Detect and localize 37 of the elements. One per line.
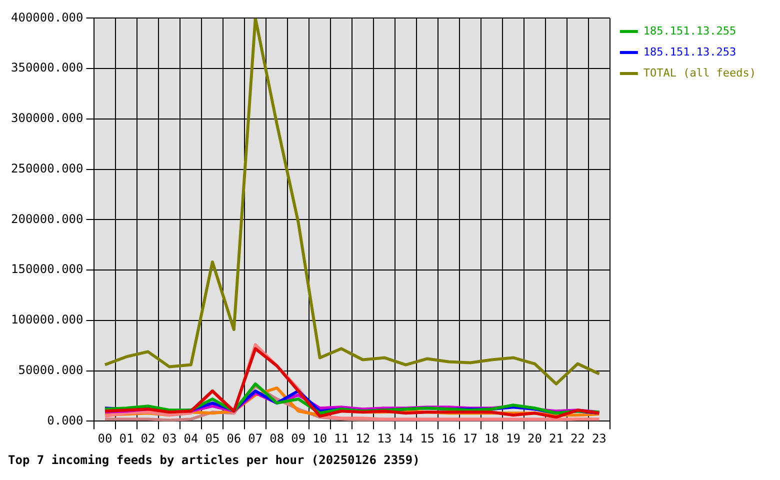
x-tick-label: 03 [162, 432, 177, 446]
x-tick-label: 18 [484, 432, 499, 446]
legend-label: TOTAL (all feeds) [643, 66, 756, 80]
y-tick-label: 50000.000 [18, 362, 84, 377]
legend-label: 185.151.13.255 [643, 24, 736, 38]
x-tick-label: 17 [463, 432, 478, 446]
x-tick-label: 19 [506, 432, 520, 446]
y-tick-label: 400000.000 [10, 10, 84, 24]
x-tick-label: 02 [140, 432, 156, 446]
x-tick-label: 20 [527, 432, 542, 446]
y-tick-label: 350000.000 [10, 60, 84, 75]
x-tick-label: 11 [334, 432, 349, 446]
y-tick-label: 100000.000 [10, 312, 84, 327]
y-tick-label: 300000.000 [10, 111, 84, 126]
text: Top 7 incoming feeds by articles per hour (20250126 2359) [8, 452, 420, 467]
x-tick-label: 08 [270, 432, 284, 446]
x-tick-label: 14 [398, 432, 414, 446]
x-tick-label: 10 [312, 432, 328, 446]
x-tick-label: 16 [442, 432, 456, 446]
x-tick-label: 12 [356, 432, 370, 446]
y-tick-label: 200000.000 [10, 212, 84, 226]
x-tick-label: 22 [570, 432, 585, 446]
x-tick-label: 05 [205, 432, 220, 446]
y-tick-label: 150000.000 [10, 262, 84, 276]
x-tick-label: 00 [98, 432, 112, 446]
x-tick-label: 04 [184, 432, 198, 446]
y-tick-label: 0.000 [47, 413, 84, 428]
x-tick-label: 15 [420, 432, 435, 446]
x-tick-label: 13 [377, 432, 392, 446]
x-tick-label: 07 [248, 432, 263, 446]
x-tick-label: 01 [119, 432, 134, 446]
x-tick-label: 09 [291, 432, 306, 446]
y-tick-label: 250000.000 [10, 161, 84, 176]
legend-label: 185.151.13.253 [643, 45, 736, 58]
x-tick-label: 06 [226, 432, 242, 446]
x-tick-label: 23 [592, 432, 606, 446]
x-tick-label: 21 [548, 432, 564, 446]
